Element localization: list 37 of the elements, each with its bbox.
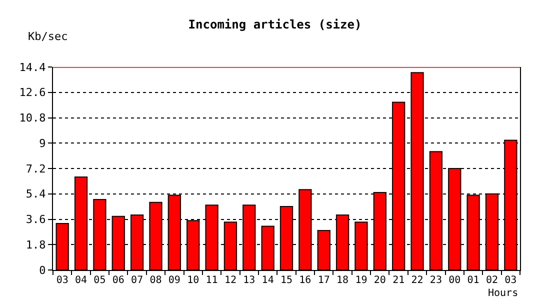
x-tick-label: 20 (374, 275, 386, 286)
y-tick-label: 5.4 (26, 188, 46, 201)
x-tick-label: 16 (299, 275, 312, 286)
y-tick-label: 0 (39, 264, 46, 277)
x-tick-label: 15 (280, 275, 293, 286)
x-tick-label: 12 (224, 275, 236, 286)
x-tick-label: 22 (411, 275, 424, 286)
x-tick-label: 03 (56, 275, 68, 286)
x-tick-label: 10 (187, 275, 200, 286)
x-tick-label: 07 (131, 275, 144, 286)
y-tick-label: 9 (39, 136, 46, 150)
x-tick-label: 09 (168, 275, 180, 286)
x-tick-label: 05 (94, 275, 106, 286)
x-tick-label: 04 (74, 275, 88, 286)
chart-title: Incoming articles (size) (188, 17, 362, 32)
x-tick-label: 01 (467, 275, 480, 286)
x-tick-label: 14 (262, 275, 274, 286)
y-tick-label: 3.6 (26, 213, 46, 226)
x-tick-label: 23 (430, 275, 442, 286)
x-tick-label: 06 (112, 275, 124, 286)
x-tick-label: 11 (206, 275, 218, 286)
x-tick-label: 19 (355, 275, 368, 286)
x-tick-label: 03 (504, 275, 517, 286)
x-tick-label: 08 (150, 275, 162, 286)
x-tick-label: 13 (243, 275, 256, 286)
x-tick-label: 02 (486, 275, 498, 286)
y-tick-label: 10.8 (19, 112, 46, 125)
y-tick-label: 14.4 (19, 60, 46, 74)
x-tick-label: 00 (448, 275, 461, 286)
y-tick-label: 7.2 (26, 162, 46, 176)
y-axis-title: Kb/sec (28, 30, 68, 43)
y-tick-label: 12.6 (19, 86, 46, 100)
x-axis-title: Hours (488, 288, 518, 299)
x-tick-label: 17 (318, 275, 330, 286)
x-tick-label: 18 (336, 275, 349, 286)
y-tick-label: 1.8 (26, 238, 46, 252)
x-tick-label: 21 (392, 275, 405, 286)
